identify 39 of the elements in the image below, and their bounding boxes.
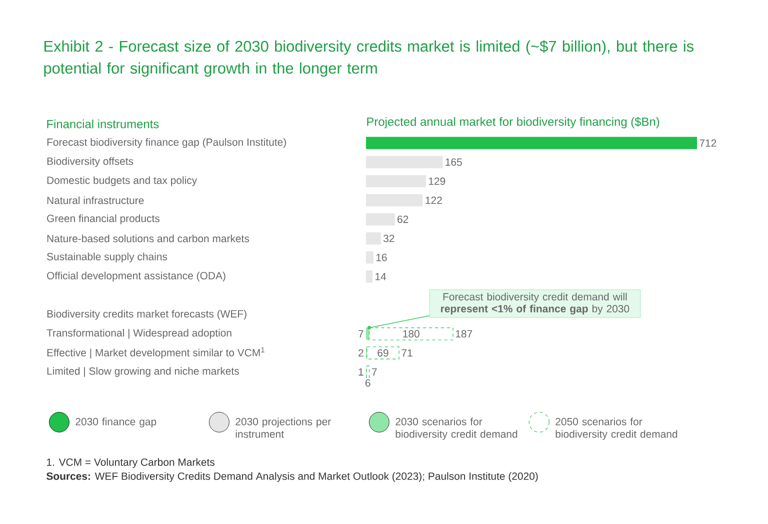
legend-label: 2050 scenarios for biodiversity credit demand bbox=[556, 418, 678, 440]
data-label: 165 bbox=[446, 158, 462, 166]
legend-label: 2030 finance gap bbox=[76, 418, 156, 428]
x-axis-title: Projected annual market for biodiversity financing ($Bn) bbox=[367, 116, 660, 128]
data-label: 6 bbox=[365, 379, 370, 387]
data-label: 16 bbox=[376, 254, 387, 262]
total-label: 71 bbox=[402, 349, 412, 357]
legend-label: 2030 scenarios for biodiversity credit demand bbox=[396, 418, 518, 440]
data-label: 712 bbox=[700, 139, 716, 147]
data-label: 129 bbox=[428, 177, 446, 185]
data-label: 14 bbox=[376, 273, 386, 280]
y-tick-label: Effective | Market development similar to VCM$^{1}$ bbox=[47, 347, 264, 359]
data-label: 69 bbox=[378, 349, 388, 357]
total-label: 7 bbox=[372, 368, 377, 376]
y-tick-label: Green financial products bbox=[47, 214, 160, 224]
y-tick-label: Biodiversity credits market forecasts (WEF) bbox=[47, 310, 246, 320]
total-label: 187 bbox=[456, 330, 472, 338]
data-label: 180 bbox=[403, 330, 420, 338]
text: 1. VCM = Voluntary Carbon Markets bbox=[47, 458, 214, 468]
text: Sources: WEF Biodiversity Credits Demand Analysis and Market Outlook (2023); Paulson Institute (2020) bbox=[46, 472, 538, 482]
y-axis-title: Financial instruments bbox=[47, 120, 159, 128]
y-tick-label: Transformational | Widespread adoption bbox=[46, 328, 232, 339]
y-tick-label: Nature-based solutions and carbon markets bbox=[47, 234, 250, 242]
y-tick-label: Sustainable supply chains bbox=[46, 252, 168, 262]
data-label: 32 bbox=[383, 234, 394, 242]
data-label: 62 bbox=[398, 216, 408, 224]
y-tick-label: Domestic budgets and tax policy bbox=[47, 176, 198, 186]
data-label: 2 bbox=[358, 349, 364, 357]
annotation: Forecast biodiversity credit demand will represent <1% of finance gap by 2030 bbox=[441, 292, 630, 315]
data-label: 7 bbox=[358, 330, 364, 338]
chart-title: Exhibit 2 - Forecast size of 2030 biodiversity credits market is limited (~$7 billion), but there is potential for significant growth in the longer term bbox=[44, 40, 694, 77]
y-tick-label: Biodiversity offsets bbox=[47, 157, 134, 167]
legend-label: 2030 projections per instrument bbox=[236, 418, 331, 438]
y-tick-label: Limited | Slow growing and niche markets bbox=[47, 367, 239, 377]
y-tick-label: Forecast biodiversity finance gap (Paulson Institute) bbox=[47, 138, 286, 148]
y-tick-label: Official development assistance (ODA) bbox=[47, 272, 226, 282]
data-label: 122 bbox=[426, 196, 442, 204]
data-label: 1 bbox=[358, 368, 364, 376]
y-tick-label: Natural infrastructure bbox=[47, 196, 144, 204]
